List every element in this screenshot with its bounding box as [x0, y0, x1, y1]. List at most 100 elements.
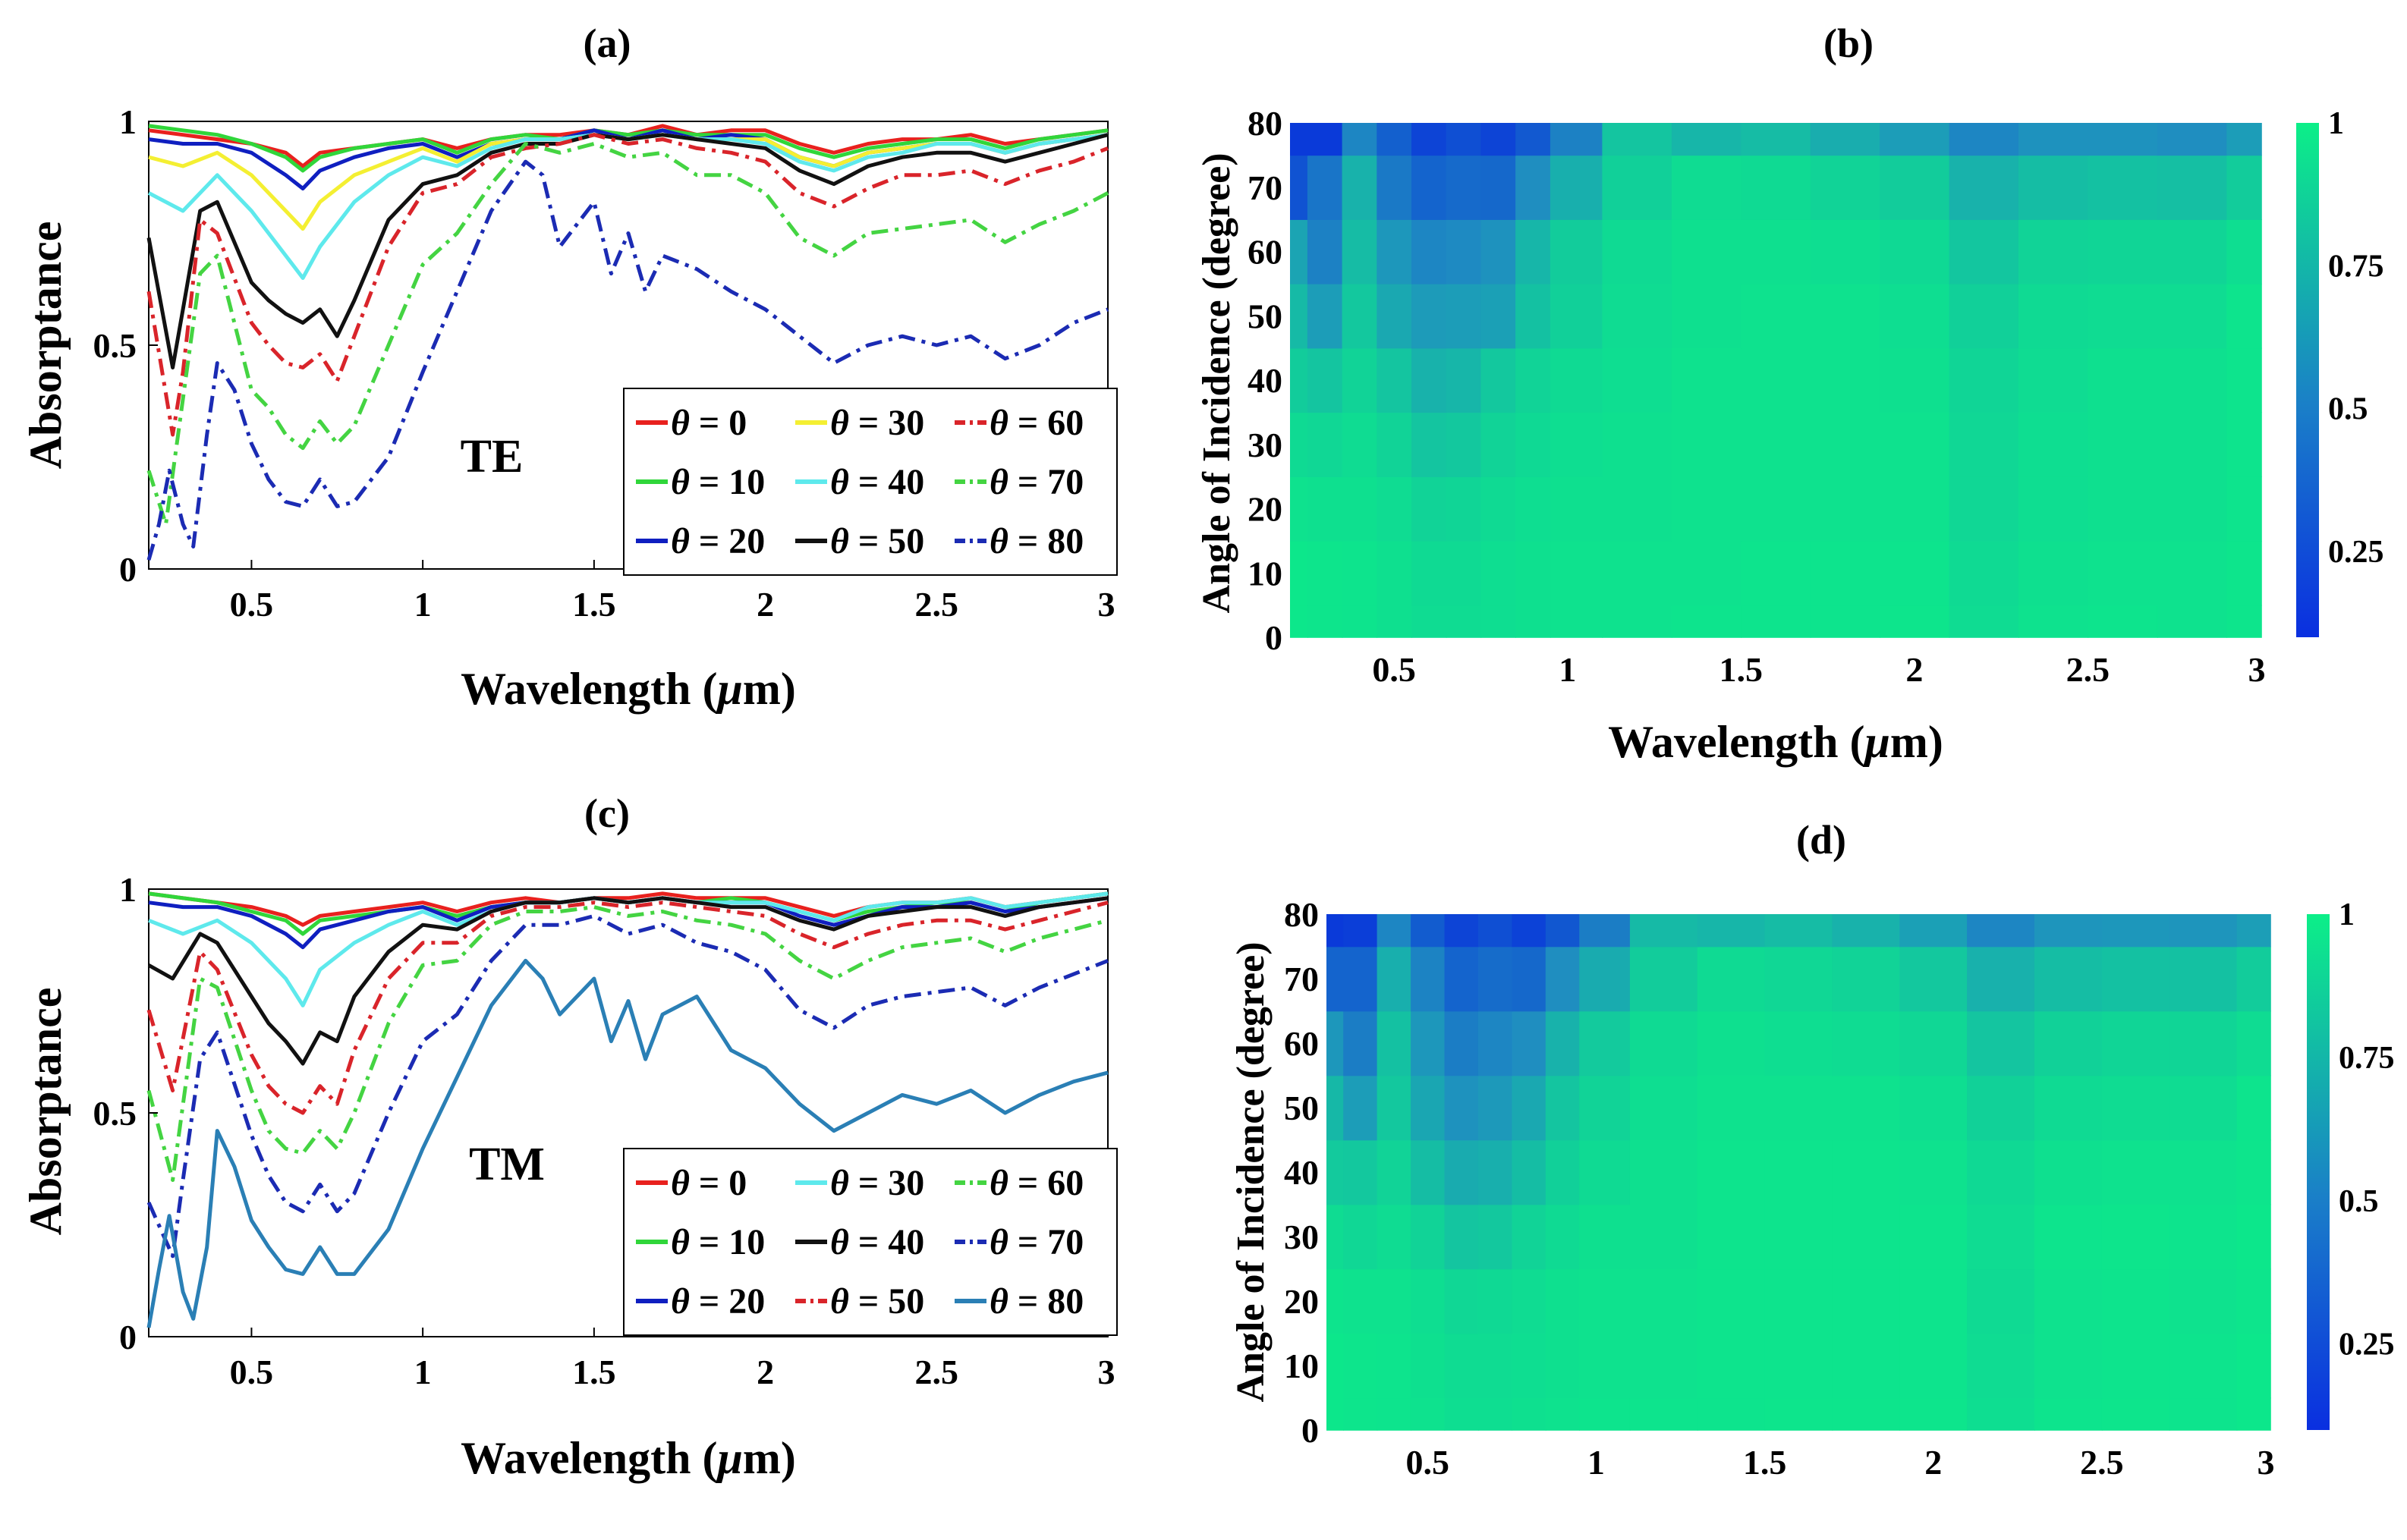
panel-c-xtick-label: 0.5: [230, 1353, 274, 1391]
panel-b-cell: [1671, 605, 1742, 638]
panel-b-cell: [1515, 540, 1551, 606]
panel-d-cell: [1512, 914, 1546, 948]
panel-b-cell: [2157, 540, 2228, 606]
panel-d-cell: [1967, 1139, 2035, 1205]
panel-b-cell: [1446, 605, 1482, 638]
panel-b-cell: [2088, 605, 2158, 638]
panel-b-cell: [1290, 476, 1308, 542]
panel-b-cell: [1377, 283, 1412, 349]
panel-b-xticks: 0.5 1 1.5 2 2.5 3: [1372, 650, 2265, 689]
panel-b-cell: [2088, 155, 2158, 220]
panel-a-legend-theta: θ: [830, 462, 849, 502]
panel-d-cell: [2034, 1333, 2103, 1399]
panel-d-cell: [1899, 1139, 1968, 1205]
panel-b-cell: [1342, 540, 1378, 606]
panel-a-legend-label-80: θ = 80: [990, 521, 1084, 561]
panel-b-cell: [1671, 219, 1742, 284]
panel-d-yticks: 0 10 20 30 40 50 60 70 80: [1284, 895, 1319, 1450]
panel-c-tm-absorptance: (c) 0.5 1 1.5 2 2.5 3 00.51 Wavelength (μm) A…: [20, 790, 1118, 1483]
panel-a-legend-theta: θ: [990, 403, 1008, 443]
panel-d-cell: [1832, 1204, 1901, 1270]
panel-d-cell: [1697, 946, 1766, 1012]
panel-b-cell: [1411, 347, 1447, 413]
panel-b-cell: [1550, 155, 1603, 220]
panel-b-cell: [2226, 412, 2262, 477]
panel-b-cell: [1446, 219, 1482, 284]
panel-b-ytick-label: 20: [1248, 490, 1282, 529]
panel-a-legend: θ = 0θ = 10θ = 20θ = 30θ = 40θ = 50θ = 6…: [623, 388, 1118, 576]
panel-b-xtick-label: 0.5: [1372, 650, 1416, 689]
panel-b-cell: [1290, 155, 1308, 220]
panel-d-cell: [1697, 1268, 1766, 1334]
panel-a-series-group: [146, 124, 1109, 561]
panel-c-legend-label-60: θ = 60: [990, 1163, 1084, 1203]
panel-c-xtick-label: 3: [1098, 1353, 1115, 1391]
panel-b-cell: [1741, 476, 1811, 542]
panel-d-cell: [1343, 946, 1378, 1012]
panel-b-cell: [1741, 123, 1811, 156]
panel-d-cell: [1343, 1333, 1378, 1399]
panel-b-cell: [1480, 123, 1516, 156]
panel-b-cell: [1446, 123, 1482, 156]
panel-b-cell: [1550, 476, 1603, 542]
panel-d-cell: [2101, 1268, 2170, 1334]
panel-c-legend-theta: θ: [990, 1281, 1008, 1322]
panel-d-cell: [1512, 946, 1546, 1012]
panel-b-cell: [1550, 347, 1603, 413]
panel-b-cell: [2157, 283, 2228, 349]
panel-d-cell: [1764, 1397, 1833, 1431]
panel-b-cell: [1377, 155, 1412, 220]
panel-a-legend-value: = 30: [849, 403, 924, 443]
panel-b-cell: [1290, 219, 1308, 284]
panel-d-cell: [1326, 1333, 1344, 1399]
panel-d-cell: [1444, 1268, 1479, 1334]
panel-b-xlabel-mu: μ: [1862, 717, 1889, 767]
panel-a-legend-value: = 60: [1008, 403, 1084, 443]
panel-d-cell: [1629, 1075, 1698, 1141]
panel-d-cell: [1697, 1139, 1766, 1205]
panel-a-xtick-label: 1.5: [572, 585, 616, 624]
panel-b-cell: [1411, 219, 1447, 284]
panel-d-cell: [1967, 946, 2035, 1012]
panel-d-cell: [1326, 1139, 1344, 1205]
panel-b-cell: [1602, 540, 1672, 606]
panel-d-cell: [2169, 1075, 2238, 1141]
panel-b-cell: [1671, 155, 1742, 220]
panel-d-cell: [1411, 1204, 1446, 1270]
panel-d-cell: [1477, 1139, 1513, 1205]
panel-d-cell: [1579, 914, 1631, 948]
panel-d-cell: [2034, 1139, 2103, 1205]
panel-b-ytick-label: 0: [1265, 618, 1282, 657]
panel-d-cell: [1377, 1397, 1411, 1431]
panel-a-legend-theta: θ: [990, 521, 1008, 561]
panel-b-cell: [1810, 155, 1880, 220]
panel-d-cell: [1697, 1397, 1766, 1431]
panel-d-cell: [1343, 1139, 1378, 1205]
panel-d-cell: [1444, 1075, 1479, 1141]
panel-b-xtick-label: 2.5: [2066, 650, 2110, 689]
panel-b-cell: [2157, 123, 2228, 156]
panel-d-cell: [1764, 1010, 1833, 1076]
panel-b-cell: [1480, 605, 1516, 638]
panel-d-cell: [1377, 1010, 1411, 1076]
panel-c-xlabel: Wavelength (μm): [461, 1433, 796, 1483]
panel-b-cell: [1880, 412, 1950, 477]
panel-b-cell: [1880, 123, 1950, 156]
panel-b-cell: [1307, 540, 1343, 606]
panel-c-legend-theta: θ: [990, 1222, 1008, 1262]
panel-d-cell: [1411, 1268, 1446, 1334]
panel-d-colorbar-tick-label: 0.75: [2339, 1041, 2395, 1076]
panel-d-cell: [1629, 1397, 1698, 1431]
panel-d-xtick-label: 1: [1587, 1443, 1605, 1482]
panel-d-cell: [1629, 946, 1698, 1012]
panel-b-cell: [2088, 476, 2158, 542]
panel-d-cell: [1411, 1010, 1446, 1076]
panel-b-cell: [1342, 605, 1378, 638]
panel-b-cell: [2088, 347, 2158, 413]
panel-c-series-group: [146, 891, 1109, 1328]
panel-c-legend-label-10: θ = 10: [671, 1222, 765, 1262]
panel-b-cell: [1290, 412, 1308, 477]
panel-d-cell: [2034, 1010, 2103, 1076]
panel-b-ytick-label: 30: [1248, 426, 1282, 464]
panel-b-cell: [1602, 605, 1672, 638]
